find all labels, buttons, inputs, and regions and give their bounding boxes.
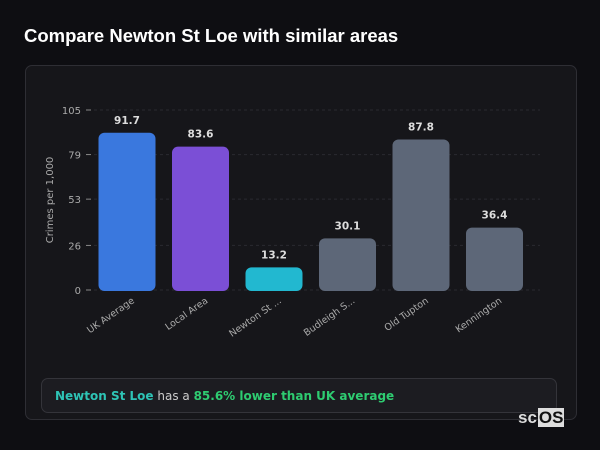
bar [392, 139, 450, 291]
logo-os: OS [537, 408, 565, 427]
value-label: 30.1 [335, 220, 361, 232]
value-label: 91.7 [114, 115, 140, 127]
bar [319, 238, 376, 291]
bar [466, 227, 523, 291]
bar [245, 267, 303, 291]
page-title: Compare Newton St Loe with similar areas [24, 25, 399, 46]
y-tick-label: 105 [62, 106, 81, 117]
value-label: 36.4 [482, 210, 508, 222]
y-axis-label: Crimes per 1,000 [45, 157, 56, 244]
value-label: 83.6 [188, 129, 214, 141]
x-tick-label: Local Area [163, 295, 210, 332]
summary-text: has a [153, 389, 194, 403]
bar [172, 146, 229, 291]
x-tick-label: UK Average [85, 295, 137, 336]
x-tick-label: Old Tupton [383, 295, 431, 333]
x-tick-label: Newton St ... [227, 295, 283, 339]
y-tick-label: 0 [75, 286, 81, 297]
x-tick-label: Budleigh S... [302, 295, 357, 338]
y-tick-label: 53 [68, 195, 81, 206]
comparison-summary: Newton St Loe has a 85.6% lower than UK … [41, 378, 557, 413]
area-name: Newton St Loe [55, 389, 154, 403]
value-label: 13.2 [261, 249, 287, 261]
logo-sc: sc [518, 408, 537, 427]
y-tick-label: 26 [68, 241, 81, 252]
bar [98, 132, 156, 291]
comparison-value: 85.6% lower than UK average [193, 389, 395, 403]
scos-logo: sc OS [517, 408, 565, 428]
y-tick-label: 79 [68, 151, 81, 162]
x-tick-label: Kennington [454, 295, 504, 335]
value-label: 87.8 [408, 121, 434, 133]
